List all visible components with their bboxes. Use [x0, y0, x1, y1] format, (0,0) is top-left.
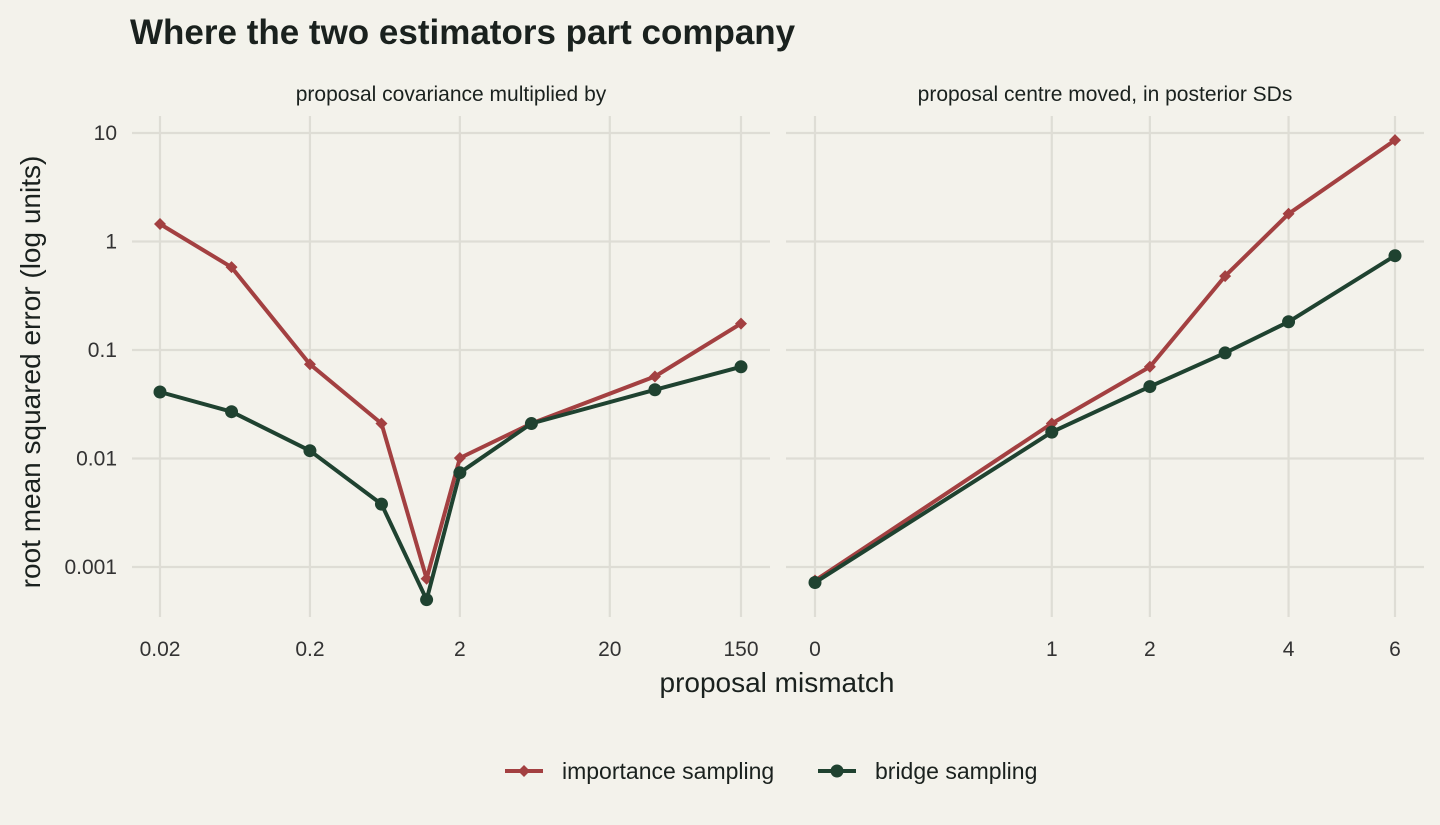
data-point [374, 497, 388, 511]
y-tick-label: 0.01 [76, 448, 117, 471]
x-tick-label: 0.02 [140, 638, 181, 661]
data-point [153, 385, 167, 399]
x-tick-label: 4 [1283, 638, 1295, 661]
data-point [734, 360, 748, 374]
series-line [159, 364, 742, 602]
panel-strip-label: proposal covariance multiplied by [296, 83, 607, 106]
x-tick-label: 2 [454, 638, 466, 661]
x-tick-label: 2 [1144, 638, 1156, 661]
data-point [735, 317, 747, 330]
x-tick-label: 150 [723, 638, 758, 661]
legend-label: importance sampling [562, 758, 774, 784]
data-point [1143, 380, 1157, 394]
data-point [303, 358, 316, 371]
legend-item: bridge sampling [818, 758, 1037, 784]
panel-covariance [132, 116, 770, 617]
legend-item: importance sampling [505, 758, 774, 784]
legend-marker [830, 764, 844, 778]
x-axis-ticks: 0.02 0.2 2 20 150 0 1 2 4 6 [140, 638, 1401, 661]
data-point [648, 383, 662, 397]
panel-strips: proposal covariance multiplied by proposa… [296, 83, 1293, 106]
y-tick-label: 10 [94, 122, 117, 145]
data-point [1218, 346, 1232, 360]
data-point [225, 405, 239, 419]
data-point [524, 417, 538, 431]
x-axis-title: proposal mismatch [660, 667, 895, 698]
y-tick-label: 0.1 [88, 339, 117, 362]
data-point [1389, 134, 1401, 147]
data-point [225, 261, 238, 274]
data-point [1143, 360, 1156, 373]
legend-label: bridge sampling [875, 758, 1037, 784]
y-axis-ticks: 0.001 0.01 0.1 1 10 [64, 122, 117, 579]
legend-marker [518, 765, 530, 777]
data-point [1219, 270, 1232, 283]
series-line [813, 138, 1397, 583]
series-line [813, 254, 1397, 585]
legend: importance sampling bridge sampling [505, 758, 1037, 784]
x-tick-label: 20 [598, 638, 621, 661]
data-point [1388, 249, 1402, 263]
data-point [453, 466, 467, 480]
x-tick-label: 0.2 [295, 638, 324, 661]
data-point [1282, 207, 1295, 220]
panel-strip-label: proposal centre moved, in posterior SDs [918, 83, 1293, 106]
chart-title: Where the two estimators part company [130, 13, 796, 52]
data-point [808, 575, 822, 589]
data-point [375, 417, 388, 430]
data-point [648, 370, 661, 383]
data-point [1282, 315, 1296, 329]
data-point [1045, 425, 1059, 439]
x-tick-label: 0 [809, 638, 821, 661]
x-tick-label: 6 [1389, 638, 1401, 661]
y-axis-title: root mean squared error (log units) [15, 156, 46, 589]
data-point [303, 444, 317, 458]
data-point [154, 217, 166, 230]
y-tick-label: 0.001 [64, 556, 117, 579]
y-tick-label: 1 [105, 231, 117, 254]
panel-centre-shift [786, 116, 1424, 617]
data-point [453, 452, 466, 465]
x-tick-label: 1 [1046, 638, 1058, 661]
series-line [158, 222, 743, 581]
data-point [420, 593, 434, 607]
